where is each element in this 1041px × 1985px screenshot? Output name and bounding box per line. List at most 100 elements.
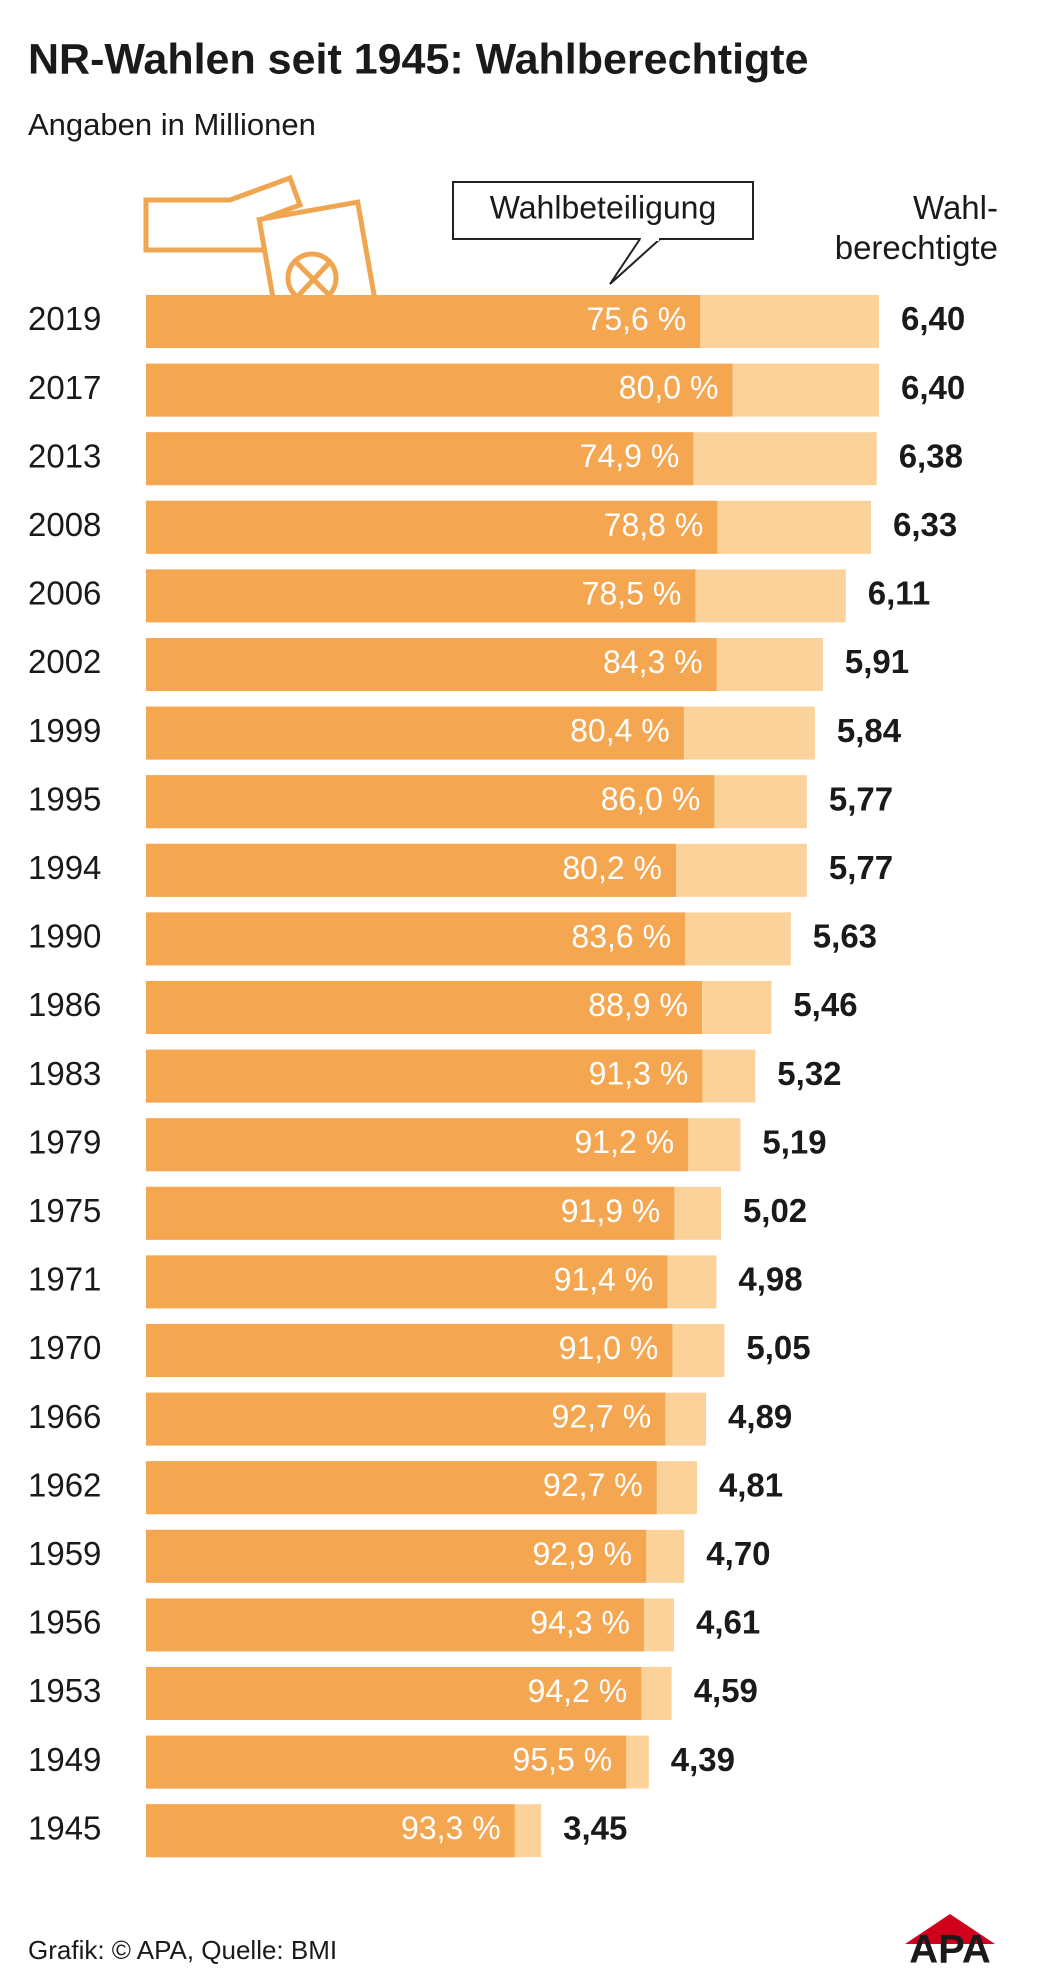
- bar-turnout: [146, 1392, 666, 1446]
- value-label: 4,39: [671, 1741, 735, 1778]
- y-tick-label: 2002: [28, 643, 101, 680]
- value-label: 5,02: [743, 1192, 807, 1229]
- turnout-label: 80,4 %: [570, 713, 670, 749]
- bar-turnout: [146, 1529, 647, 1583]
- bar-turnout: [146, 569, 696, 623]
- turnout-label: 91,9 %: [561, 1193, 661, 1229]
- y-tick-label: 1970: [28, 1329, 101, 1366]
- turnout-label: 88,9 %: [588, 987, 688, 1023]
- y-tick-label: 1999: [28, 712, 101, 749]
- bar-turnout: [146, 1598, 644, 1652]
- y-tick-label: 1962: [28, 1466, 101, 1503]
- legend-label: Wahlbeteiligung: [490, 189, 717, 225]
- turnout-label: 92,9 %: [532, 1536, 632, 1572]
- turnout-label: 74,9 %: [580, 438, 680, 474]
- y-tick-label: 1975: [28, 1192, 101, 1229]
- callout-joint: [641, 236, 659, 241]
- bar-turnout: [146, 1118, 689, 1172]
- turnout-label: 75,6 %: [587, 301, 687, 337]
- y-tick-label: 1945: [28, 1809, 101, 1846]
- turnout-label: 91,4 %: [554, 1261, 654, 1297]
- turnout-label: 78,8 %: [604, 507, 704, 543]
- value-label: 4,61: [696, 1604, 760, 1641]
- value-label: 6,40: [901, 369, 965, 406]
- y-tick-label: 1994: [28, 849, 101, 886]
- source: Grafik: © APA, Quelle: BMI: [28, 1935, 337, 1965]
- turnout-label: 94,2 %: [528, 1673, 628, 1709]
- bar-turnout: [146, 1049, 703, 1103]
- bar-turnout: [146, 706, 684, 760]
- value-label: 6,11: [868, 575, 930, 612]
- turnout-label: 91,2 %: [574, 1124, 674, 1160]
- y-tick-label: 1979: [28, 1123, 101, 1160]
- value-label: 5,46: [793, 986, 857, 1023]
- turnout-label: 92,7 %: [543, 1467, 643, 1503]
- bar-turnout: [146, 500, 718, 554]
- chart-subtitle: Angaben in Millionen: [28, 107, 316, 142]
- turnout-label: 93,3 %: [401, 1810, 501, 1846]
- y-tick-label: 1959: [28, 1535, 101, 1572]
- value-label: 4,59: [694, 1672, 758, 1709]
- y-tick-label: 2006: [28, 575, 101, 612]
- y-tick-label: 1986: [28, 986, 101, 1023]
- y-tick-label: 1956: [28, 1604, 101, 1641]
- turnout-label: 80,0 %: [619, 370, 719, 406]
- chart-title: NR-Wahlen seit 1945: Wahlberechtigte: [28, 35, 809, 83]
- bar-turnout: [146, 1735, 627, 1789]
- y-tick-label: 1983: [28, 1055, 101, 1092]
- value-label: 3,45: [563, 1809, 627, 1846]
- y-tick-label: 1971: [28, 1261, 101, 1298]
- value-label: 5,19: [762, 1123, 826, 1160]
- legend-header: Wahl­berechtigte: [834, 189, 998, 266]
- bar-turnout: [146, 843, 676, 897]
- bar-turnout: [146, 638, 717, 691]
- bar-turnout: [146, 432, 694, 486]
- turnout-label: 91,3 %: [589, 1056, 689, 1092]
- turnout-label: 95,5 %: [513, 1742, 613, 1778]
- bar-turnout: [146, 1804, 515, 1858]
- y-tick-label: 1990: [28, 918, 101, 955]
- bar-turnout: [146, 295, 701, 348]
- bar-turnout: [146, 363, 733, 417]
- y-tick-label: 2013: [28, 437, 101, 474]
- y-tick-label: 1953: [28, 1672, 101, 1709]
- value-label: 4,98: [738, 1261, 802, 1298]
- bar-turnout: [146, 1461, 657, 1515]
- logo-mark: [905, 1914, 995, 1944]
- value-label: 5,05: [746, 1329, 810, 1366]
- value-label: 6,40: [901, 300, 965, 337]
- callout-pointer: [609, 238, 661, 285]
- value-label: 5,63: [813, 918, 877, 955]
- turnout-label: 80,2 %: [562, 850, 662, 886]
- turnout-label: 91,0 %: [559, 1330, 659, 1366]
- callout-box: [452, 181, 754, 240]
- turnout-label: 83,6 %: [571, 918, 671, 954]
- value-label: 5,77: [829, 849, 893, 886]
- bar-turnout: [146, 1324, 673, 1377]
- value-label: 5,91: [845, 643, 909, 680]
- turnout-label: 94,3 %: [530, 1604, 630, 1640]
- logo: APA: [909, 1928, 990, 1972]
- value-label: 4,70: [706, 1535, 770, 1572]
- y-tick-label: 1995: [28, 780, 101, 817]
- turnout-label: 84,3 %: [603, 644, 703, 680]
- y-tick-label: 2019: [28, 300, 101, 337]
- y-tick-label: 2008: [28, 506, 101, 543]
- bar-turnout: [146, 1255, 668, 1309]
- y-tick-label: 2017: [28, 369, 101, 406]
- turnout-label: 86,0 %: [601, 781, 701, 817]
- turnout-label: 78,5 %: [582, 575, 682, 611]
- y-tick-label: 1966: [28, 1398, 101, 1435]
- bar-turnout: [146, 1667, 642, 1720]
- bar-turnout: [146, 912, 686, 966]
- value-label: 5,32: [777, 1055, 841, 1092]
- bar-turnout: [146, 775, 715, 829]
- turnout-label: 92,7 %: [552, 1399, 652, 1435]
- value-label: 5,84: [837, 712, 902, 749]
- value-label: 5,77: [829, 780, 893, 817]
- value-label: 4,89: [728, 1398, 792, 1435]
- bar-turnout: [146, 981, 702, 1034]
- value-label: 4,81: [719, 1466, 783, 1503]
